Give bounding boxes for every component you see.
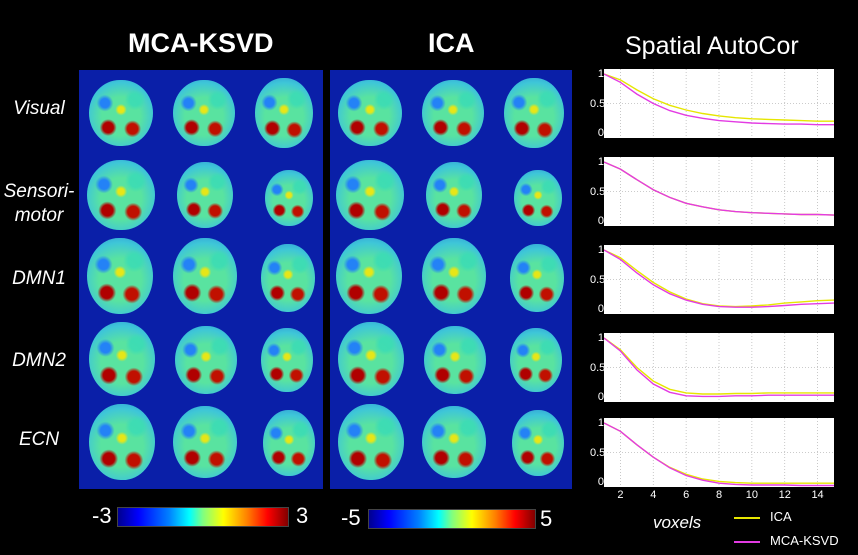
y-tick-label: 0 bbox=[597, 476, 604, 488]
brain-map bbox=[422, 80, 484, 146]
spatial-autocor-title: Spatial AutoCor bbox=[625, 32, 799, 60]
y-tick-label: 0 bbox=[597, 127, 604, 139]
ica-colorbar-max: 5 bbox=[540, 506, 553, 531]
legend-swatch-mca-ksvd bbox=[734, 541, 760, 543]
autocor-plot-sensori-motor bbox=[604, 157, 834, 226]
y-tick-label: 0 bbox=[597, 303, 604, 315]
mca-colorbar-min: -3 bbox=[92, 503, 112, 528]
ica-colorbar bbox=[368, 509, 536, 529]
series-line-mca-ksvd bbox=[604, 422, 834, 487]
brain-map bbox=[510, 244, 564, 312]
brain-map bbox=[263, 410, 315, 476]
x-tick-label: 10 bbox=[745, 489, 758, 501]
autocor-plot-dmn2 bbox=[604, 333, 834, 402]
brain-map bbox=[338, 80, 402, 146]
series-line-mca-ksvd bbox=[604, 249, 834, 308]
autocor-plot-visual bbox=[604, 69, 834, 138]
brain-map bbox=[89, 80, 153, 146]
brain-map bbox=[514, 170, 562, 226]
row-label-ecn: ECN bbox=[18, 429, 60, 450]
autocor-plot-ecn bbox=[604, 418, 834, 487]
autocor-plot-svg bbox=[604, 333, 834, 402]
y-tick-label: 0.5 bbox=[590, 361, 606, 374]
x-tick-label: 8 bbox=[715, 489, 723, 501]
brain-map bbox=[175, 326, 237, 394]
brain-map bbox=[504, 78, 564, 148]
y-tick-label: 1 bbox=[597, 68, 604, 80]
brain-map bbox=[89, 404, 155, 480]
autocor-plot-svg bbox=[604, 418, 834, 487]
series-line-ica bbox=[604, 337, 834, 395]
series-line-mca-ksvd bbox=[604, 73, 834, 126]
autocor-plot-svg bbox=[604, 69, 834, 138]
ica-colorbar-min: -5 bbox=[341, 505, 361, 530]
brain-map bbox=[336, 238, 402, 314]
ica-brain-maps bbox=[330, 70, 572, 489]
x-tick-label: 14 bbox=[811, 489, 824, 501]
y-tick-label: 0 bbox=[597, 391, 604, 403]
row-label-dmn1: DMN1 bbox=[12, 268, 66, 289]
y-tick-label: 0.5 bbox=[590, 273, 606, 286]
y-tick-label: 0.5 bbox=[590, 97, 606, 110]
brain-map bbox=[338, 404, 404, 480]
ica-title: ICA bbox=[428, 28, 475, 58]
brain-map bbox=[87, 160, 155, 230]
series-line-ica bbox=[604, 73, 834, 122]
brain-map bbox=[424, 326, 486, 394]
brain-map bbox=[173, 238, 237, 314]
brain-map bbox=[336, 160, 404, 230]
x-axis-label: voxels bbox=[653, 513, 702, 532]
row-label-sensorimotor: Sensori- motor bbox=[0, 180, 78, 228]
mca-ksvd-brain-maps bbox=[79, 70, 323, 489]
legend-label-ica: ICA bbox=[770, 509, 792, 524]
row-label-dmn2: DMN2 bbox=[12, 350, 66, 371]
y-tick-label: 1 bbox=[597, 244, 604, 256]
series-line-ica bbox=[604, 422, 834, 484]
brain-map bbox=[422, 238, 486, 314]
brain-map bbox=[422, 406, 486, 478]
legend-label-mca-ksvd: MCA-KSVD bbox=[770, 533, 839, 548]
brain-map bbox=[173, 406, 237, 478]
brain-map bbox=[512, 410, 564, 476]
mca-colorbar bbox=[117, 507, 289, 527]
brain-map bbox=[87, 238, 153, 314]
brain-map bbox=[173, 80, 235, 146]
x-tick-label: 4 bbox=[650, 489, 657, 501]
y-tick-label: 0 bbox=[597, 215, 604, 227]
legend-swatch-ica bbox=[734, 517, 760, 519]
y-tick-label: 0.5 bbox=[590, 185, 606, 198]
autocor-plot-svg bbox=[604, 157, 834, 226]
x-tick-label: 6 bbox=[683, 489, 690, 501]
brain-map bbox=[426, 162, 482, 228]
y-tick-label: 1 bbox=[597, 417, 604, 429]
series-line-mca-ksvd bbox=[604, 337, 834, 398]
brain-map bbox=[265, 170, 313, 226]
brain-map bbox=[510, 328, 562, 392]
brain-map bbox=[255, 78, 313, 148]
row-label-sensorimotor-text: Sensori- motor bbox=[3, 181, 75, 226]
y-tick-label: 1 bbox=[597, 156, 604, 168]
brain-map bbox=[177, 162, 233, 228]
brain-map bbox=[261, 328, 313, 392]
mca-ksvd-title: MCA-KSVD bbox=[128, 28, 274, 58]
y-tick-label: 1 bbox=[597, 332, 604, 344]
brain-map bbox=[261, 244, 315, 312]
brain-map bbox=[338, 322, 404, 396]
series-line-mca-ksvd bbox=[604, 161, 834, 216]
y-tick-label: 0.5 bbox=[590, 446, 606, 459]
mca-colorbar-max: 3 bbox=[296, 503, 309, 528]
row-label-visual: Visual bbox=[13, 98, 65, 119]
brain-map bbox=[89, 322, 155, 396]
autocor-plot-svg bbox=[604, 245, 834, 314]
x-tick-label: 12 bbox=[778, 489, 791, 501]
autocor-plot-dmn1 bbox=[604, 245, 834, 314]
x-tick-label: 2 bbox=[617, 489, 624, 501]
